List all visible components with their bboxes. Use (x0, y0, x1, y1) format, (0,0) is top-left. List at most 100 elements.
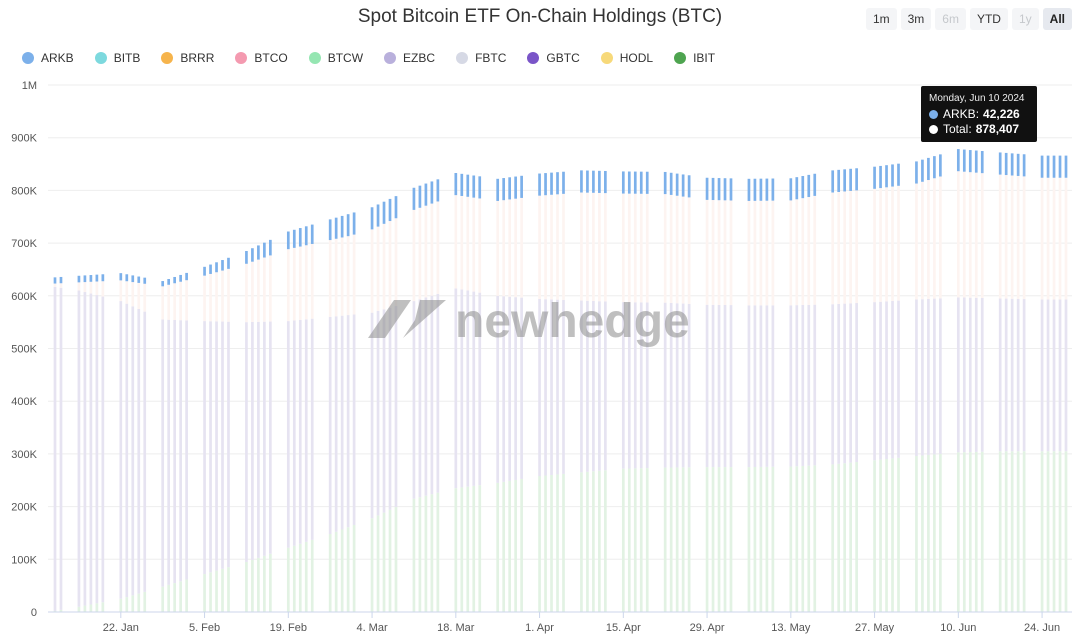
bar-segment-arkb (998, 152, 1002, 175)
bar-segment-arkb (1010, 153, 1014, 176)
bar-segment-arkb (586, 170, 589, 193)
bar-segment-ibit (269, 553, 272, 612)
bar-segment-ibit (346, 527, 350, 612)
legend-label: BITB (113, 51, 141, 65)
range-button-3m[interactable]: 3m (900, 8, 932, 30)
bar-segment-other (119, 280, 123, 302)
bar-segment-ibit (873, 460, 876, 612)
bar-segment-arkb (604, 170, 607, 194)
bar-segment-arkb (59, 276, 63, 284)
bar-segment-arkb (681, 174, 685, 197)
bar-segment-gbtc (813, 304, 817, 466)
bar-segment-arkb (143, 277, 147, 284)
bar-segment-ibit (1040, 451, 1044, 612)
bar-segment-other (370, 229, 374, 313)
bar-segment-arkb (221, 260, 224, 271)
bar-segment-arkb (376, 204, 380, 227)
bar-segment-ibit (544, 475, 547, 612)
bar-segment-other (669, 194, 673, 303)
bar-segment-gbtc (687, 303, 691, 468)
bar-segment-gbtc (717, 304, 721, 468)
bar-segment-gbtc (604, 301, 607, 471)
legend-item-btcw[interactable]: BTCW (308, 51, 363, 65)
bar-segment-gbtc (675, 303, 679, 468)
bar-segment-gbtc (663, 302, 667, 468)
bar-segment-gbtc (556, 299, 559, 475)
legend-item-bitb[interactable]: BITB (94, 51, 141, 65)
y-tick-label: 100K (11, 554, 37, 566)
range-button-1m[interactable]: 1m (865, 8, 897, 30)
range-button-all[interactable]: All (1042, 8, 1072, 30)
bar-segment-other (520, 197, 523, 298)
range-button-6m[interactable]: 6m (935, 8, 966, 30)
range-button-1y[interactable]: 1y (1011, 8, 1039, 30)
bar-segment-arkb (789, 178, 793, 201)
bar-segment-ibit (855, 462, 858, 612)
bar-segment-gbtc (418, 299, 422, 498)
bar-segment-other (633, 193, 637, 303)
bar-segment-arkb (382, 201, 386, 224)
bar-segment-gbtc (921, 299, 924, 456)
bar-segment-arkb (801, 176, 805, 199)
bar-segment-other (95, 281, 99, 296)
legend-item-brrr[interactable]: BRRR (161, 51, 214, 65)
bar-segment-other (789, 200, 793, 306)
bar-segment-arkb (478, 176, 482, 199)
bar-segment-arkb (227, 257, 230, 269)
bar-segment-other (412, 209, 416, 302)
bar-segment-other (496, 200, 500, 296)
bar-segment-other (747, 200, 751, 306)
bar-segment-gbtc (209, 321, 212, 573)
bar-segment-ibit (1004, 451, 1008, 612)
legend-item-hodl[interactable]: HODL (600, 51, 653, 65)
bar-segment-other (550, 194, 553, 300)
legend-item-arkb[interactable]: ARKB (22, 51, 74, 65)
bar-segment-gbtc (550, 299, 553, 475)
legend-label: ARKB (41, 51, 74, 65)
range-button-ytd[interactable]: YTD (969, 8, 1008, 30)
chart-legend: ARKB BITB BRRR BTCO BTCW EZBC FBTC GBTC … (22, 51, 736, 65)
bar-segment-gbtc (831, 304, 835, 465)
legend-item-ezbc[interactable]: EZBC (384, 51, 435, 65)
bar-segment-gbtc (1058, 299, 1062, 452)
bar-segment-arkb (939, 154, 942, 177)
bar-segment-ibit (687, 467, 691, 612)
bar-segment-arkb (747, 178, 751, 201)
bar-segment-gbtc (173, 319, 176, 584)
bar-segment-other (89, 281, 93, 294)
legend-item-fbtc[interactable]: FBTC (456, 51, 506, 65)
bar-segment-ibit (921, 455, 924, 612)
legend-item-ibit[interactable]: IBIT (674, 51, 715, 65)
bar-segment-other (956, 171, 960, 298)
bar-segment-ibit (604, 470, 607, 612)
bar-segment-gbtc (974, 297, 978, 452)
bar-segment-other (221, 270, 224, 322)
bar-segment-gbtc (352, 314, 356, 525)
tooltip-total-dot (929, 124, 938, 134)
bar-segment-other (352, 234, 356, 315)
bar-segment-gbtc (544, 299, 547, 476)
bar-segment-other (257, 259, 260, 322)
bar-segment-arkb (514, 176, 517, 199)
bar-segment-other (705, 199, 709, 305)
bar-segment-ibit (663, 467, 667, 612)
bar-segment-arkb (328, 219, 332, 241)
bar-segment-other (245, 263, 248, 323)
bar-segment-ibit (789, 466, 793, 612)
bar-segment-arkb (873, 166, 876, 189)
legend-item-btco[interactable]: BTCO (235, 51, 288, 65)
bar-segment-ibit (257, 557, 260, 612)
bar-segment-gbtc (286, 321, 290, 548)
legend-dot (527, 52, 540, 64)
bar-segment-ibit (705, 467, 709, 612)
x-tick-label: 18. Mar (437, 622, 475, 634)
bar-segment-ibit (538, 476, 541, 612)
bar-segment-other (346, 236, 350, 316)
bar-segment-arkb (460, 173, 464, 196)
bar-segment-gbtc (771, 305, 775, 467)
bar-segment-ibit (849, 462, 852, 612)
bar-segment-arkb (418, 185, 422, 208)
bar-segment-gbtc (101, 296, 105, 603)
bar-segment-other (544, 195, 547, 300)
legend-item-gbtc[interactable]: GBTC (527, 51, 580, 65)
